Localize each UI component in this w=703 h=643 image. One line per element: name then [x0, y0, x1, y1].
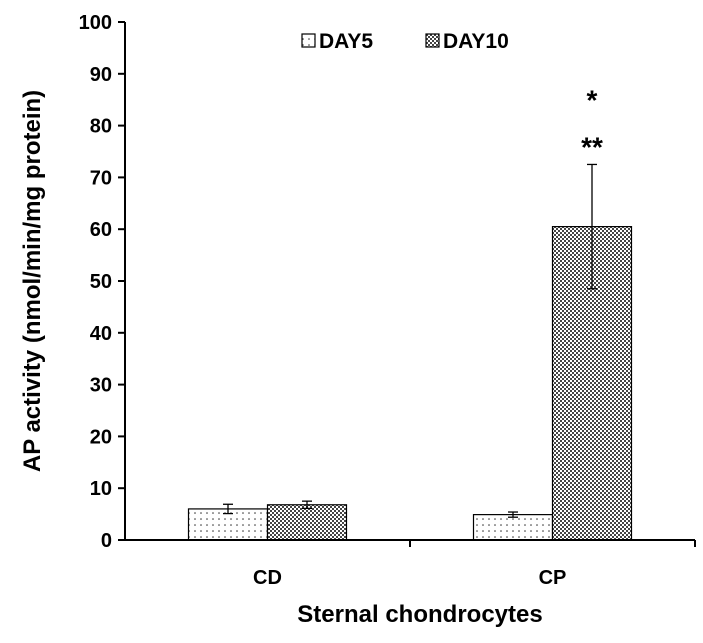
bar-day5-cp: [472, 514, 554, 541]
legend-label-day5: DAY5: [319, 30, 373, 53]
y-axis-ticks: 0 10 20 30 40 50 60 70 80 90 100: [79, 12, 125, 552]
y-tick-label: 60: [90, 219, 112, 241]
y-tick-label: 40: [90, 323, 112, 345]
x-category-label: CD: [253, 567, 282, 589]
x-axis-categories: CD CP: [253, 540, 696, 589]
legend: DAY5 DAY10: [301, 30, 509, 53]
y-tick-label: 0: [101, 530, 112, 552]
y-tick-label: 30: [90, 375, 112, 397]
x-axis-title: Sternal chondrocytes: [297, 601, 542, 628]
y-axis-title: AP activity (nmol/min/mg protein): [19, 90, 46, 472]
y-tick-label: 70: [90, 167, 112, 189]
y-tick-label: 100: [79, 12, 112, 34]
y-tick-label: 90: [90, 64, 112, 86]
legend-swatch-day5: [301, 33, 316, 48]
bar-day10-cd: [266, 504, 348, 541]
x-category-label: CP: [539, 567, 567, 589]
y-tick-label: 50: [90, 271, 112, 293]
y-tick-label: 20: [90, 426, 112, 448]
error-bars: [223, 163, 597, 518]
significance-annotation: *: [587, 85, 598, 116]
legend-label-day10: DAY10: [443, 30, 509, 53]
significance-annotation: **: [581, 131, 603, 162]
y-tick-label: 80: [90, 116, 112, 138]
y-tick-label: 10: [90, 478, 112, 500]
legend-swatch-day10: [425, 33, 440, 48]
bars: [187, 226, 633, 541]
annotations: ***: [581, 85, 603, 163]
